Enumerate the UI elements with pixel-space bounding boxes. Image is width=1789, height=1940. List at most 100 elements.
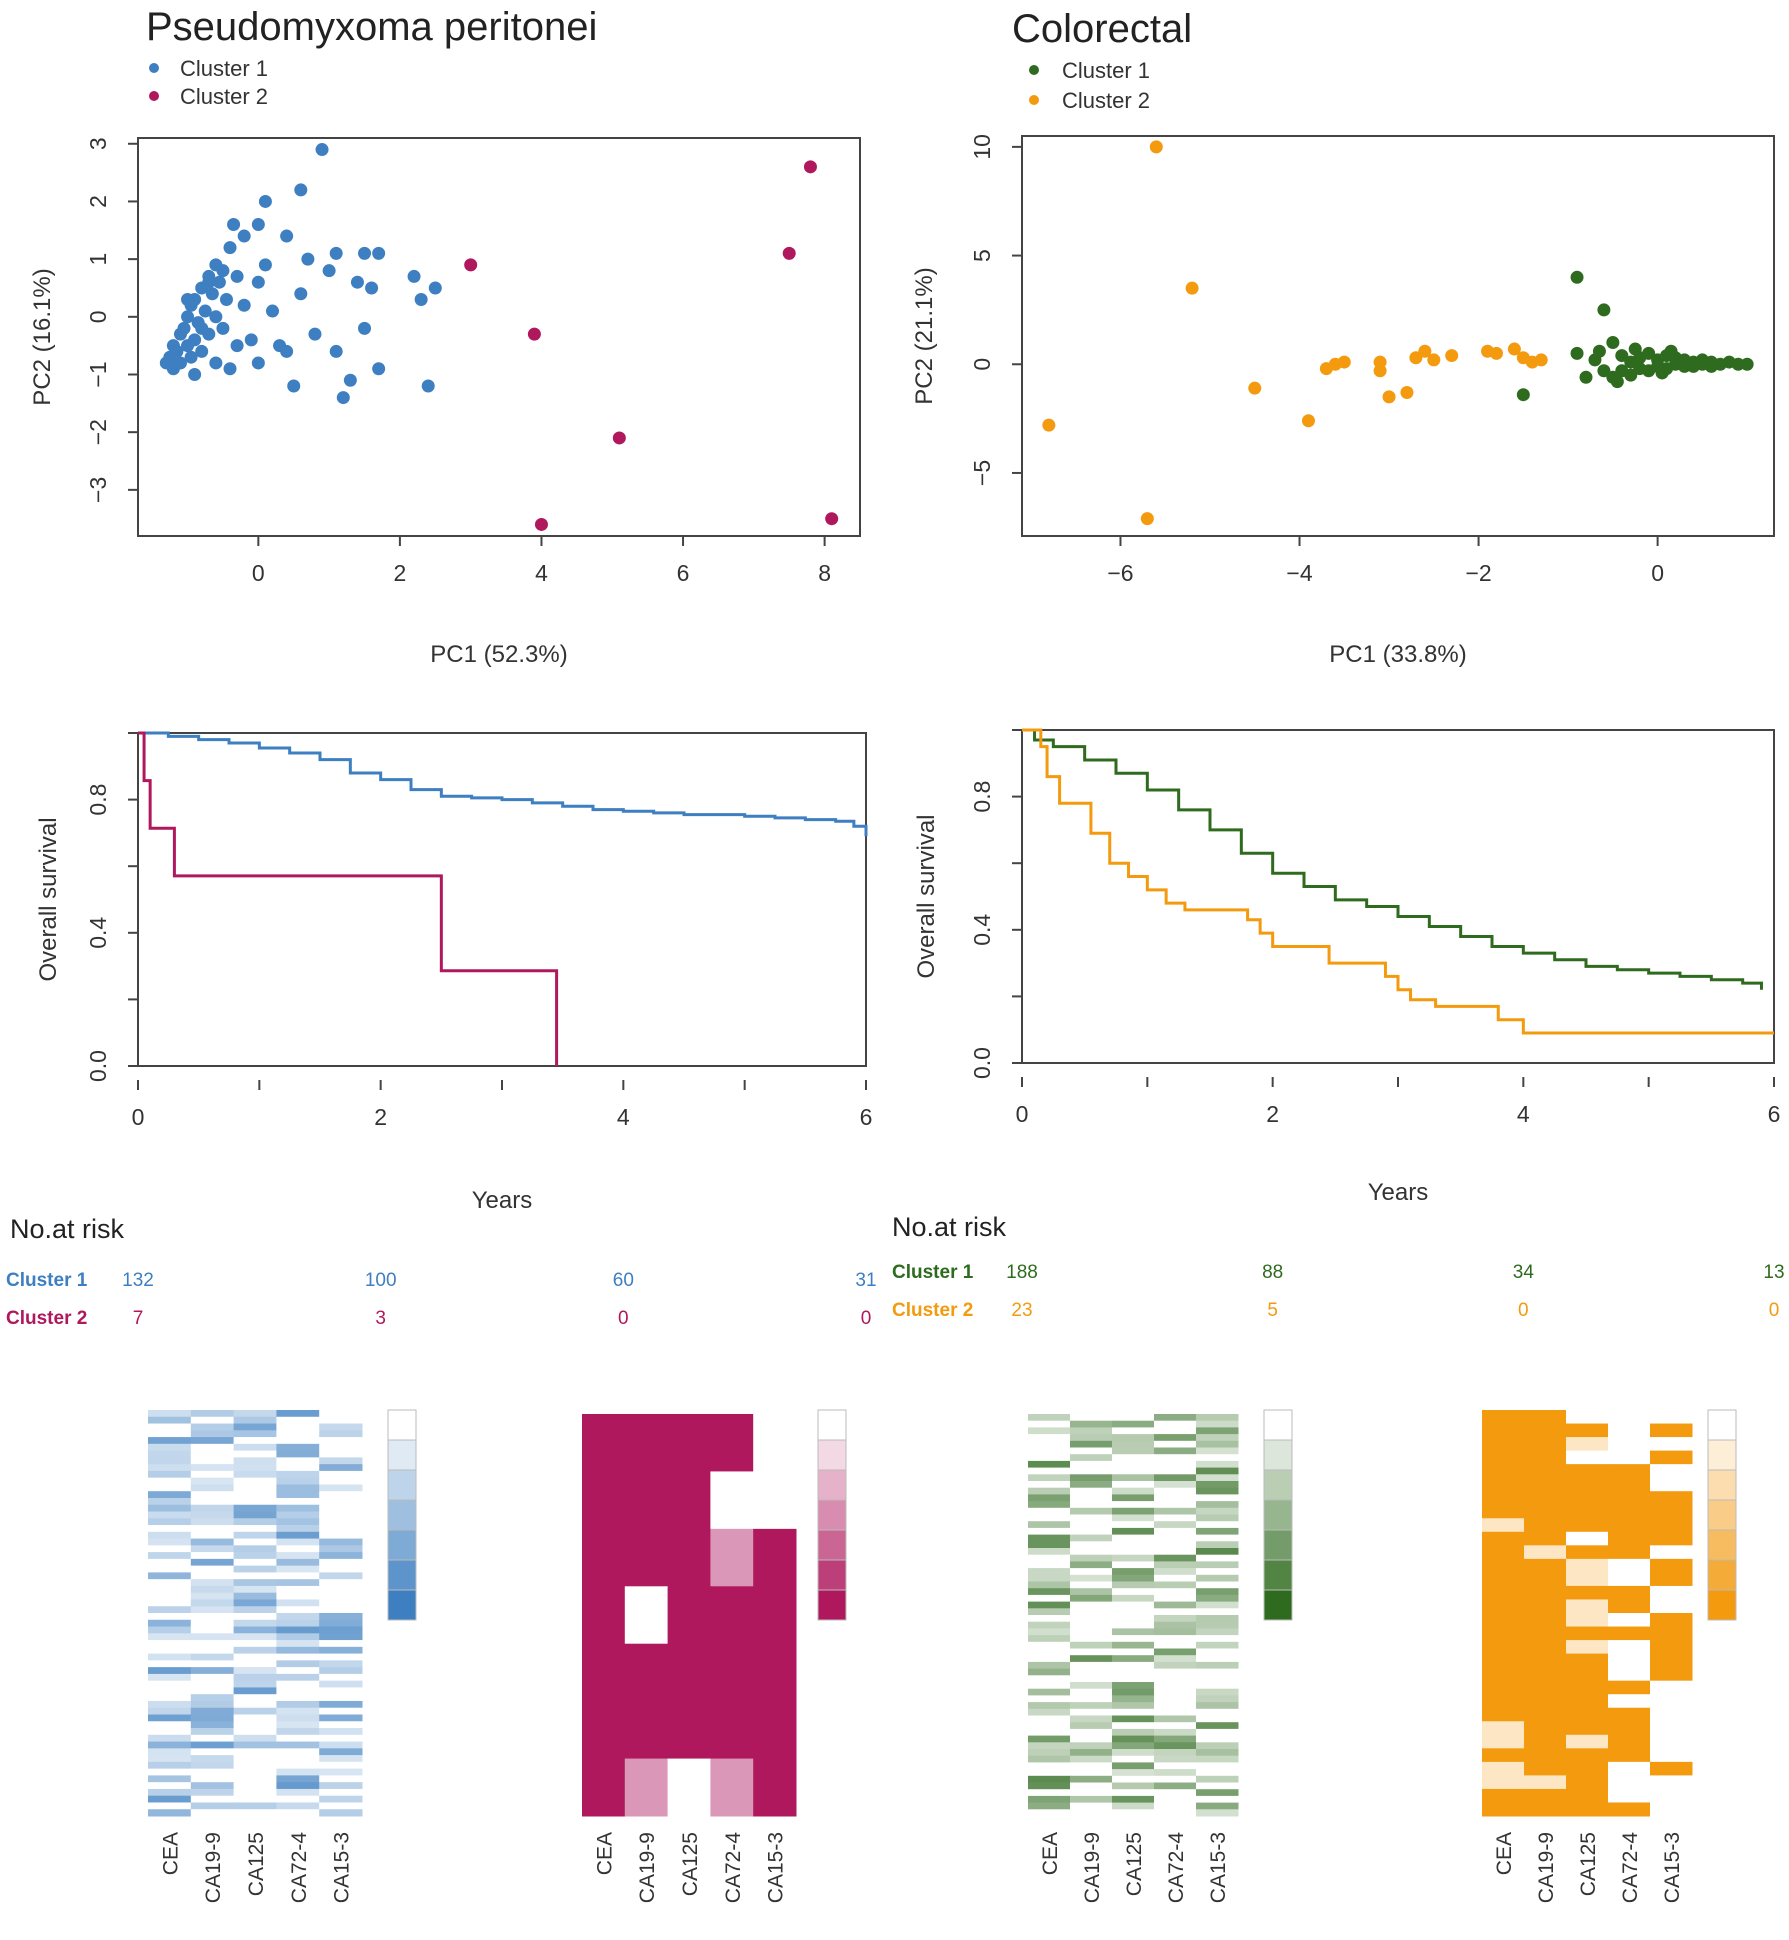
heatmap-cell xyxy=(1112,1702,1155,1710)
heatmap-cell xyxy=(319,1470,363,1479)
heatmap-cell xyxy=(1196,1762,1239,1770)
heatmap-cell xyxy=(190,1646,235,1655)
heatmap-cell xyxy=(582,1528,626,1587)
heatmap-cell xyxy=(1482,1626,1525,1641)
heatmap-cell xyxy=(1650,1545,1693,1560)
heatmap-cell xyxy=(1070,1420,1113,1428)
heatmap-cell xyxy=(319,1511,363,1519)
heatmap-cell xyxy=(233,1761,277,1770)
heatmap-cell xyxy=(1608,1613,1651,1628)
heatmap-cell xyxy=(276,1646,320,1655)
heatmap-cell xyxy=(233,1565,277,1573)
heatmap-cell xyxy=(1196,1802,1239,1810)
data-point xyxy=(825,512,839,526)
heatmap-cell xyxy=(1196,1467,1239,1475)
heatmap-cell xyxy=(148,1518,192,1526)
heatmap-cell xyxy=(1154,1414,1197,1422)
heatmap-cell xyxy=(1524,1761,1567,1776)
heatmap-cell xyxy=(1112,1440,1155,1448)
heatmap-cell xyxy=(1482,1707,1525,1722)
heatmap-cell xyxy=(1070,1434,1113,1442)
heatmap-cell xyxy=(276,1437,320,1445)
heatmap-cell xyxy=(276,1443,320,1452)
heatmap-cell xyxy=(1028,1601,1071,1609)
pmp-legend-marker-2 xyxy=(149,91,159,101)
heatmap-cell xyxy=(276,1728,320,1736)
heatmap-cell xyxy=(233,1653,277,1661)
heatmap-cell xyxy=(1028,1467,1071,1475)
heatmap-cell xyxy=(1524,1477,1567,1492)
heatmap-cell xyxy=(1070,1594,1113,1603)
data-point xyxy=(782,246,796,260)
heatmap-cell xyxy=(1112,1574,1155,1582)
x-tick-label: 0 xyxy=(252,560,265,586)
data-point xyxy=(1140,512,1154,526)
heatmap-cell xyxy=(1154,1782,1197,1790)
heatmap-cell xyxy=(1608,1423,1651,1438)
heatmap-cell xyxy=(1608,1450,1651,1465)
heatmap-cell xyxy=(1112,1481,1155,1489)
heatmap-cell xyxy=(148,1497,192,1506)
x-tick-label: −2 xyxy=(1465,560,1491,586)
heatmap-cell xyxy=(319,1552,363,1560)
heatmap-cell xyxy=(1524,1734,1567,1749)
heatmap-cell xyxy=(1112,1581,1155,1589)
heatmap-cell xyxy=(276,1545,320,1553)
heatmap-cell xyxy=(319,1613,363,1621)
risk-value: 0 xyxy=(618,1308,629,1329)
heatmap-cell xyxy=(276,1660,320,1668)
data-point xyxy=(1606,336,1620,350)
heatmap-cell xyxy=(148,1592,192,1600)
data-point xyxy=(258,194,272,208)
heatmap-cell xyxy=(190,1525,235,1533)
heatmap-cell xyxy=(1028,1702,1071,1710)
pmp-risk-title: No.at risk xyxy=(10,1214,125,1244)
heatmap-cell xyxy=(1196,1601,1239,1609)
heatmap-cell xyxy=(319,1430,363,1438)
heatmap-cell xyxy=(1524,1748,1567,1763)
heatmap-cell xyxy=(1482,1599,1525,1614)
heatmap-cell xyxy=(1608,1680,1651,1695)
heatmap-cell xyxy=(1524,1572,1567,1587)
heatmap-cell xyxy=(319,1734,363,1743)
heatmap-cell xyxy=(1070,1715,1113,1723)
heatmap-cell xyxy=(148,1430,192,1438)
crc-risk-row-1-label: Cluster 1 xyxy=(892,1262,974,1283)
data-point xyxy=(209,356,223,370)
heatmap-cell xyxy=(1154,1554,1197,1562)
heatmap-cell xyxy=(1154,1708,1197,1716)
heatmap-cell xyxy=(1070,1769,1113,1777)
data-point xyxy=(251,218,265,232)
heatmap-cell xyxy=(1112,1414,1155,1422)
heatmap-cell xyxy=(1070,1467,1113,1475)
data-point xyxy=(358,246,372,260)
color-key-cell xyxy=(1707,1559,1737,1591)
heatmap-cell xyxy=(1608,1491,1651,1506)
heatmap-cell xyxy=(148,1599,192,1607)
heatmap-cell xyxy=(1566,1788,1609,1803)
heatmap-cell xyxy=(582,1701,626,1760)
x-tick-label: 4 xyxy=(535,560,548,586)
heatmap-cell xyxy=(1608,1667,1651,1682)
heatmap-cell xyxy=(319,1464,363,1472)
heatmap-cell xyxy=(233,1748,277,1756)
heatmap-cell xyxy=(148,1775,192,1783)
heatmap-cell xyxy=(1524,1788,1567,1803)
heatmap-cell xyxy=(1650,1410,1693,1425)
data-point xyxy=(202,275,216,289)
heatmap-cell xyxy=(1196,1440,1239,1448)
heatmap-cell xyxy=(1112,1568,1155,1576)
heatmap-cell xyxy=(233,1775,277,1783)
heatmap-cell xyxy=(1566,1694,1609,1709)
data-point xyxy=(372,362,386,376)
data-point xyxy=(216,321,230,335)
heatmap-cell xyxy=(1112,1628,1155,1636)
heatmap-cell xyxy=(1196,1594,1239,1603)
data-point xyxy=(1534,353,1548,367)
heatmap-cell xyxy=(233,1410,277,1418)
data-point xyxy=(1489,346,1503,360)
heatmap-cell xyxy=(319,1741,363,1749)
heatmap-4: CEA CA19-9 CA125 CA72-4 CA15-3 xyxy=(1482,1409,1737,1903)
heatmap-cell xyxy=(1524,1585,1567,1600)
data-point xyxy=(1642,346,1656,360)
